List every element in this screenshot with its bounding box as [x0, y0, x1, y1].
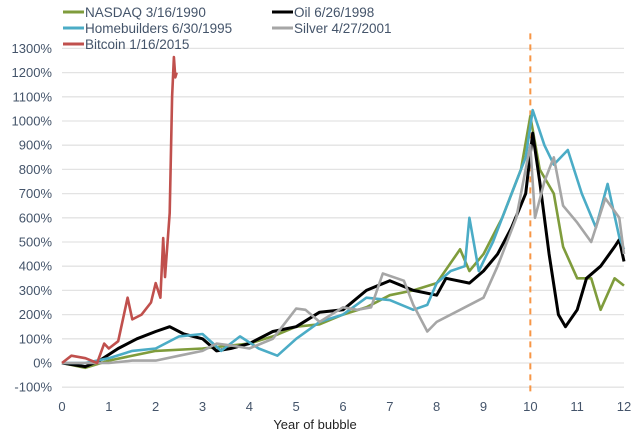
y-tick-label: 300% [19, 283, 53, 298]
gridlines [62, 47, 624, 388]
x-tick-label: 7 [386, 399, 393, 414]
x-axis-ticks: 0 1 2 3 4 5 6 7 8 9 10 11 12 [58, 399, 631, 414]
x-tick-label: 2 [152, 399, 159, 414]
y-tick-label: 100% [19, 331, 53, 346]
legend-item: Homebuilders 6/30/1995 [63, 21, 232, 36]
legend: NASDAQ 3/16/1990 Oil 6/26/1998 Homebuilder… [63, 5, 392, 52]
legend-label: Oil 6/26/1998 [294, 5, 374, 20]
legend-item: NASDAQ 3/16/1990 [63, 5, 206, 20]
x-axis-title: Year of bubble [273, 417, 356, 432]
x-tick-label: 10 [523, 399, 537, 414]
legend-label: NASDAQ 3/16/1990 [85, 5, 206, 20]
x-tick-label: 11 [570, 399, 584, 414]
x-tick-label: 4 [246, 399, 253, 414]
y-tick-label: 400% [19, 259, 53, 274]
legend-item: Oil 6/26/1998 [272, 5, 374, 20]
x-tick-label: 5 [293, 399, 300, 414]
legend-item: Silver 4/27/2001 [272, 21, 392, 36]
y-tick-label: 0% [33, 356, 52, 371]
series-line-bitcoin [61, 55, 178, 365]
legend-item: Bitcoin 1/16/2015 [63, 37, 189, 52]
series-line-oil [61, 131, 626, 369]
y-axis-ticks: 1300% 1200% 1100% 1000% 900% 800% 700% 600% 500%… [12, 41, 53, 395]
y-tick-label: 700% [19, 186, 53, 201]
y-tick-label: 1100% [12, 89, 52, 104]
y-tick-label: 900% [19, 138, 53, 153]
y-tick-label: 200% [19, 307, 53, 322]
series-line-homebuilders [62, 108, 626, 365]
legend-label: Silver 4/27/2001 [294, 21, 392, 36]
x-tick-label: 6 [339, 399, 346, 414]
y-tick-label: -100% [14, 380, 52, 395]
x-tick-label: 0 [58, 399, 65, 414]
x-tick-label: 3 [199, 399, 206, 414]
y-tick-label: 500% [19, 235, 53, 250]
x-tick-label: 8 [433, 399, 440, 414]
x-tick-label: 12 [617, 399, 631, 414]
series-line-silver [62, 143, 626, 365]
y-tick-label: 1200% [12, 65, 53, 80]
legend-label: Bitcoin 1/16/2015 [85, 37, 189, 52]
x-tick-label: 1 [105, 399, 112, 414]
series-lines [61, 55, 626, 370]
y-tick-label: 800% [19, 162, 53, 177]
y-tick-label: 1300% [12, 41, 53, 56]
y-tick-label: 1000% [12, 114, 53, 129]
y-tick-label: 600% [19, 210, 53, 225]
x-tick-label: 9 [480, 399, 487, 414]
legend-label: Homebuilders 6/30/1995 [85, 21, 232, 36]
